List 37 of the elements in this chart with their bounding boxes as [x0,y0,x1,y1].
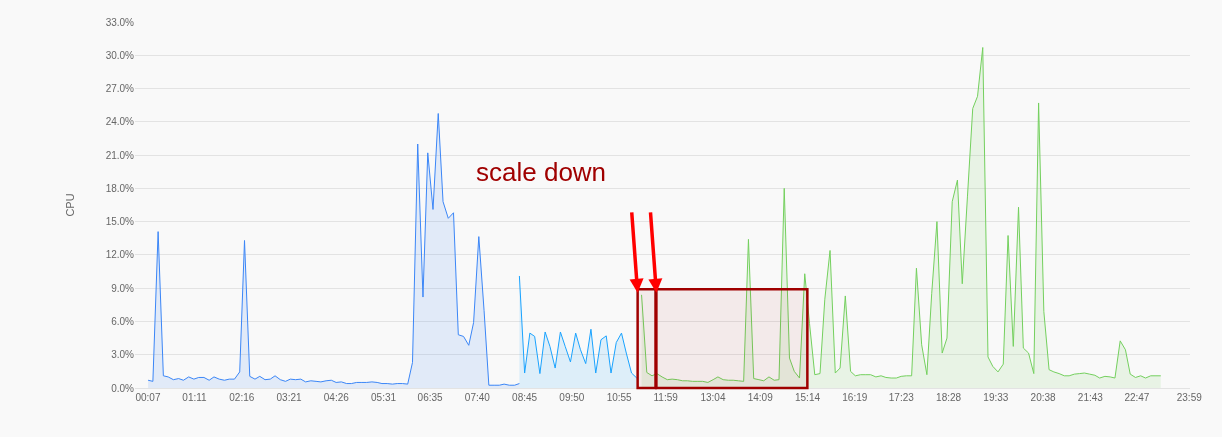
y-tick-label: 24.0% [105,116,135,128]
x-tick-label: 09:50 [559,392,585,403]
x-tick-label: 08:45 [512,392,538,403]
y-axis-title: CPU [64,193,77,217]
y-tick-label: 15.0% [105,216,135,228]
x-tick-label: 17:23 [888,392,915,403]
x-tick-label: 22:47 [1124,392,1150,403]
x-tick-label: 04:26 [323,392,350,403]
y-tick-label: 27.0% [105,83,135,95]
x-tick-label: 19:33 [983,392,1009,403]
x-tick-label: 23:59 [1176,392,1203,403]
x-tick-label: 11:59 [653,392,679,403]
y-tick-label: 12.0% [105,249,135,261]
y-tick-label: 6.0% [111,315,135,327]
x-tick-label: 18:28 [936,392,962,403]
annotation: scale down [476,157,607,187]
x-tick-label: 13:04 [700,392,726,403]
x-tick-label: 07:40 [464,392,491,403]
y-tick-label: 18.0% [105,182,135,194]
x-tick-label: 21:43 [1077,392,1104,403]
x-tick-label: 15:14 [794,392,821,403]
x-tick-label: 03:21 [276,392,302,403]
y-tick-label: 0.0% [111,382,135,394]
y-tick-label: 30.0% [105,49,135,61]
x-tick-label: 01:11 [182,392,208,403]
x-tick-label: 02:16 [229,392,255,403]
x-tick-label: 16:19 [842,392,868,403]
x-tick-label: 05:31 [371,392,397,403]
x-tick-label: 20:38 [1030,392,1057,403]
x-tick-label: 14:09 [747,392,774,403]
x-tick-label: 10:55 [606,392,633,403]
x-tick-label: 00:07 [135,392,161,403]
y-tick-label: 3.0% [111,349,135,361]
x-tick-label: 06:35 [417,392,444,403]
y-tick-label: 9.0% [111,282,135,294]
y-tick-label: 21.0% [105,149,135,161]
y-tick-label: 33.0% [105,16,135,28]
